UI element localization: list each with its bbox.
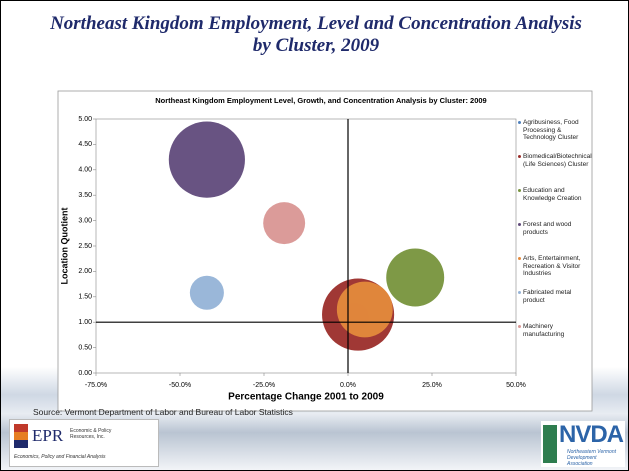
bubble <box>386 248 445 307</box>
legend-entry: Arts, Entertainment, Recreation & Visito… <box>518 255 590 289</box>
legend-entry: Forest and wood products <box>518 221 590 255</box>
legend-label: Arts, Entertainment, Recreation & Visito… <box>523 255 581 277</box>
nvda-logo: NVDA Northeastern Vermont Development As… <box>541 421 625 467</box>
legend-entry: Fabricated metal product <box>518 289 590 323</box>
legend-entry: Agribusiness, Food Processing & Technolo… <box>518 119 590 153</box>
slide-title: Northeast Kingdom Employment, Level and … <box>50 13 582 56</box>
logo-mark <box>543 425 557 463</box>
logo-tagline: Economics, Policy and Financial Analysis <box>14 454 106 460</box>
bubble <box>336 281 393 338</box>
x-tick-label: -50.0% <box>169 382 191 389</box>
x-tick-label: 25.0% <box>422 382 442 389</box>
y-tick-label: 0.00 <box>78 370 92 377</box>
bubble <box>189 275 224 310</box>
legend-label: Fabricated metal product <box>523 289 572 304</box>
x-tick-label: 50.0% <box>506 382 526 389</box>
x-tick-label: 0.0% <box>340 382 356 389</box>
legend-marker <box>518 223 521 226</box>
source: Source: Vermont Department of Labor and … <box>33 407 293 417</box>
x-tick-label: -25.0% <box>253 382 275 389</box>
y-tick-label: 5.00 <box>78 116 92 123</box>
bubble <box>263 202 306 245</box>
y-tick-label: 1.50 <box>78 294 92 301</box>
legend-entry: Education and Knowledge Creation <box>518 187 590 221</box>
y-tick-label: 2.00 <box>78 268 92 275</box>
x-axis-label: Percentage Change 2001 to 2009 <box>228 392 384 403</box>
legend-entry: Machinery manufacturing <box>518 323 590 357</box>
logo-name: NVDA <box>559 421 624 448</box>
bubble <box>168 121 245 198</box>
legend-label: Machinery manufacturing <box>523 323 565 338</box>
legend-marker <box>518 325 521 328</box>
legend-marker <box>518 121 521 124</box>
legend-marker <box>518 155 521 158</box>
legend-label: Education and Knowledge Creation <box>523 187 582 202</box>
legend-marker <box>518 257 521 260</box>
legend-marker <box>518 189 521 192</box>
legend-label: Agribusiness, Food Processing & Technolo… <box>523 119 579 141</box>
y-tick-label: 0.50 <box>78 344 92 351</box>
logo-name: EPR <box>32 426 64 445</box>
legend: Agribusiness, Food Processing & Technolo… <box>518 119 592 357</box>
plot-area <box>95 118 517 374</box>
y-tick-label: 4.50 <box>78 141 92 148</box>
y-tick-label: 1.00 <box>78 319 92 326</box>
legend-marker <box>518 291 521 294</box>
logo-mark <box>14 424 28 448</box>
epr-logo: EPR Economic & Policy Resources, Inc. Ec… <box>9 419 159 467</box>
legend-entry: Biomedical/Biotechnical (Life Sciences) … <box>518 153 592 187</box>
y-axis-label: Location Quotient <box>59 208 69 285</box>
y-tick-label: 3.50 <box>78 192 92 199</box>
x-tick-label: -75.0% <box>85 382 107 389</box>
legend-label: Biomedical/Biotechnical (Life Sciences) … <box>523 153 592 168</box>
y-tick-label: 3.00 <box>78 217 92 224</box>
legend-label: Forest and wood products <box>523 221 572 236</box>
logo-text: Northeastern Vermont Development Associa… <box>567 449 617 467</box>
y-tick-label: 2.50 <box>78 243 92 250</box>
chart-title: Northeast Kingdom Employment Level, Grow… <box>155 96 486 105</box>
logo-text: Economic & Policy Resources, Inc. <box>70 428 112 440</box>
y-tick-label: 4.00 <box>78 167 92 174</box>
